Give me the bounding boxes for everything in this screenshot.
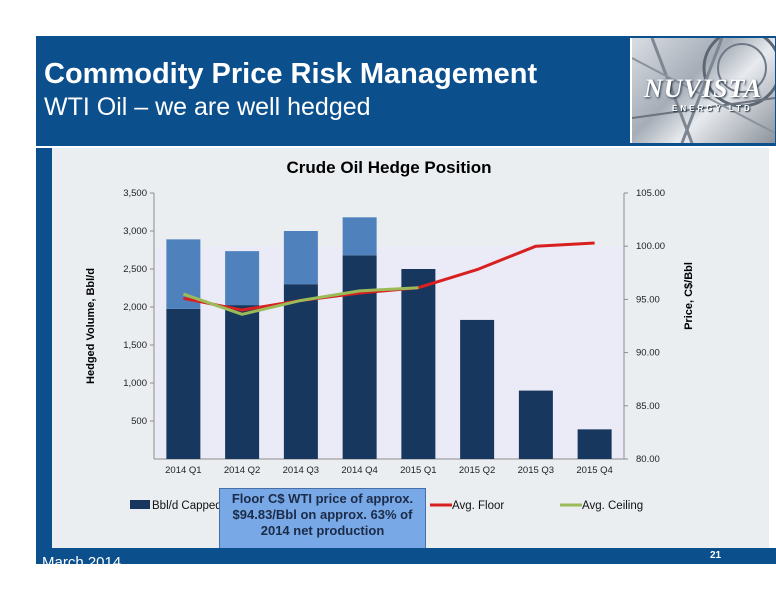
y-tick-label: 500 (131, 416, 147, 427)
left-accent-bar (36, 148, 52, 548)
x-tick-label: 2015 Q3 (518, 465, 554, 476)
x-tick-label: 2014 Q2 (224, 465, 260, 476)
chart-panel: Crude Oil Hedge Position 500 1,000 1,500 2,0… (52, 148, 769, 554)
y-tick-label: 3,500 (123, 188, 147, 199)
y-tick-label: 2,500 (123, 264, 147, 275)
y-axis-label: Hedged Volume, Bbl/d (85, 268, 97, 384)
slide-subtitle: WTI Oil – we are well hedged (44, 93, 371, 121)
y2-tick-label: 80.00 (636, 454, 660, 465)
x-tick-label: 2015 Q2 (459, 465, 495, 476)
bar-capped-2014-q3 (283, 284, 318, 459)
bar-capped-2015-q4 (577, 429, 612, 459)
legend-label-2: Avg. Floor (452, 500, 504, 512)
bar-capped-2015-q1 (401, 269, 436, 459)
logo-tagline: ENERGY LTD (672, 104, 753, 113)
footer-date: March 2014 (42, 554, 122, 571)
footer-bar (36, 548, 776, 564)
plot-band (154, 246, 624, 459)
legend-swatch-0 (130, 500, 150, 509)
logo-wordmark: NUVISTA (644, 74, 763, 103)
bar-capped-2014-q4 (342, 255, 377, 459)
y-tick-label: 1,500 (123, 340, 147, 351)
y2-tick-label: 85.00 (636, 401, 660, 412)
bar-uncapped-2014-q4 (342, 217, 377, 256)
company-logo: NUVISTA ENERGY LTD (630, 38, 775, 143)
x-tick-label: 2014 Q3 (283, 465, 319, 476)
x-tick-label: 2015 Q4 (576, 465, 612, 476)
y-tick-label: 2,000 (123, 302, 147, 313)
page-number: 21 (710, 550, 722, 561)
y-tick-label: 1,000 (123, 378, 147, 389)
y2-tick-label: 95.00 (636, 294, 660, 305)
legend-label-0: Bbl/d Capped (152, 500, 222, 512)
y-tick-label: 3,000 (123, 226, 147, 237)
y2-tick-label: 105.00 (636, 188, 665, 199)
bar-uncapped-2014-q3 (283, 231, 318, 285)
slide-title: Commodity Price Risk Management (44, 58, 538, 90)
y2-tick-label: 100.00 (636, 241, 665, 252)
chart-title: Crude Oil Hedge Position (287, 158, 492, 177)
bar-capped-2014-q2 (225, 305, 260, 459)
logo-background-graphic (632, 38, 775, 143)
bar-capped-2015-q3 (518, 390, 553, 459)
x-tick-label: 2014 Q4 (341, 465, 377, 476)
line-avg-ceiling (182, 286, 419, 316)
y2-tick-label: 90.00 (636, 348, 660, 359)
x-tick-label: 2014 Q1 (165, 465, 201, 476)
legend-label-3: Avg. Ceiling (582, 500, 643, 512)
hedge-position-chart: Crude Oil Hedge Position 500 1,000 1,500 2,0… (85, 158, 695, 512)
floor-price-callout: Floor C$ WTI price of approx. $94.83/Bbl… (219, 488, 426, 554)
bar-capped-2015-q2 (460, 319, 495, 459)
y2-axis-label: Price, C$/Bbl (683, 262, 695, 330)
bar-capped-2014-q1 (166, 308, 201, 459)
x-tick-label: 2015 Q1 (400, 465, 436, 476)
bar-uncapped-2014-q2 (225, 251, 260, 306)
